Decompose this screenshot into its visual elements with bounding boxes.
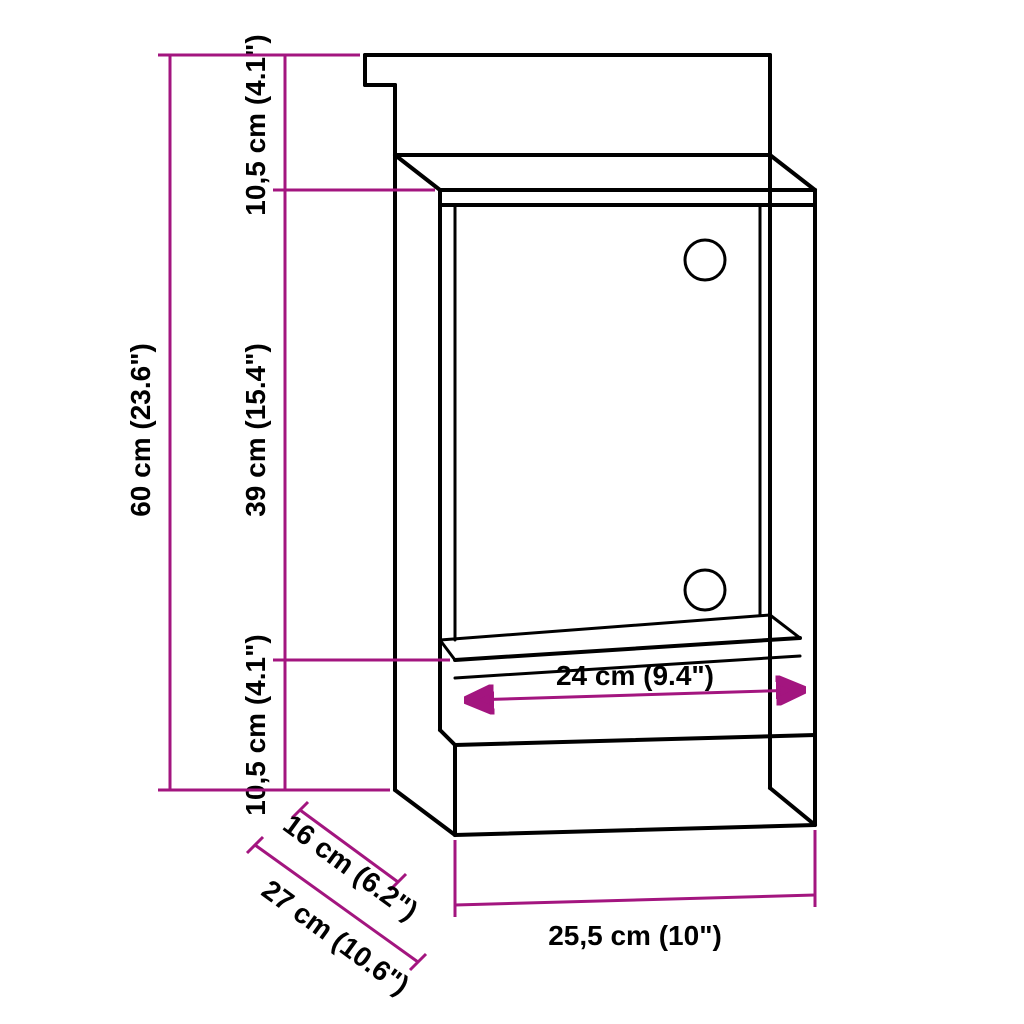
furniture-outline [365,55,815,835]
label-total-width: 25,5 cm (10") [548,920,722,951]
label-section-bottom: 10,5 cm (4.1") [240,634,271,815]
dim-left-inner: 10,5 cm (4.1") 39 cm (15.4") 10,5 cm (4.… [240,34,297,815]
dim-total-height: 60 cm (23.6") [125,55,182,790]
label-total-height: 60 cm (23.6") [125,343,156,517]
label-section-middle: 39 cm (15.4") [240,343,271,517]
label-section-top: 10,5 cm (4.1") [240,34,271,215]
dimension-drawing: 60 cm (23.6") 10,5 cm (4.1") 39 cm (15.4… [0,0,1024,1024]
label-inner-width: 24 cm (9.4") [556,660,714,691]
dim-inner-width: 24 cm (9.4") [470,660,800,700]
dim-total-width: 25,5 cm (10") [455,830,815,951]
